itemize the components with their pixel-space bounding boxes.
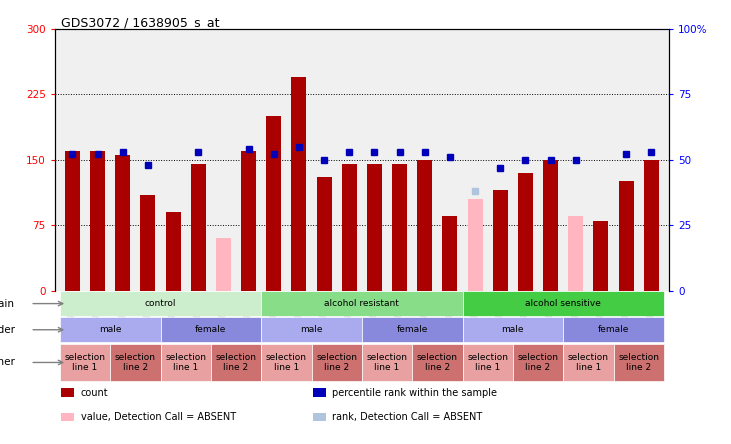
Text: percentile rank within the sample: percentile rank within the sample	[333, 388, 497, 398]
Text: gender: gender	[0, 325, 15, 335]
Bar	[392, 164, 407, 290]
Bar	[412, 344, 463, 381]
Bar	[613, 344, 664, 381]
Bar	[266, 116, 281, 290]
Text: selection
line 1: selection line 1	[366, 353, 407, 372]
Bar	[115, 155, 130, 290]
Text: selection
line 1: selection line 1	[64, 353, 105, 372]
Bar	[161, 344, 211, 381]
Bar	[362, 344, 412, 381]
Bar	[563, 317, 664, 342]
Bar	[191, 164, 206, 290]
Text: selection
line 2: selection line 2	[115, 353, 156, 372]
Text: count: count	[80, 388, 108, 398]
Bar	[65, 151, 80, 290]
Bar	[493, 190, 508, 290]
Text: selection
line 2: selection line 2	[216, 353, 257, 372]
Text: selection
line 2: selection line 2	[417, 353, 458, 372]
Bar	[513, 344, 563, 381]
Text: selection
line 2: selection line 2	[317, 353, 357, 372]
Bar	[362, 317, 463, 342]
Bar	[317, 177, 332, 290]
Text: strain: strain	[0, 299, 15, 309]
Bar	[60, 317, 161, 342]
Bar	[367, 164, 382, 290]
Bar	[165, 212, 181, 290]
Text: male: male	[501, 325, 524, 334]
Bar	[211, 344, 261, 381]
Text: other: other	[0, 357, 15, 368]
Text: selection
line 1: selection line 1	[165, 353, 206, 372]
Text: alcohol sensitive: alcohol sensitive	[526, 299, 601, 308]
Text: GDS3072 / 1638905_s_at: GDS3072 / 1638905_s_at	[61, 16, 219, 29]
Text: selection
line 2: selection line 2	[618, 353, 659, 372]
Bar	[311, 344, 362, 381]
Bar	[313, 388, 326, 397]
Bar	[568, 216, 583, 290]
Text: selection
line 1: selection line 1	[467, 353, 508, 372]
Bar	[313, 413, 326, 421]
Text: female: female	[195, 325, 227, 334]
Bar	[463, 344, 513, 381]
Bar	[60, 291, 261, 316]
Bar	[618, 182, 634, 290]
Bar	[463, 291, 664, 316]
Text: selection
line 1: selection line 1	[568, 353, 609, 372]
Bar	[90, 151, 105, 290]
Text: female: female	[396, 325, 428, 334]
Bar	[140, 194, 156, 290]
Text: control: control	[145, 299, 176, 308]
Bar	[594, 221, 608, 290]
Bar	[216, 238, 231, 290]
Bar	[463, 317, 563, 342]
Bar	[61, 388, 75, 397]
Bar	[261, 344, 311, 381]
Text: value, Detection Call = ABSENT: value, Detection Call = ABSENT	[80, 412, 235, 422]
Bar	[543, 160, 558, 290]
Bar	[161, 317, 261, 342]
Text: female: female	[598, 325, 629, 334]
Bar	[61, 413, 75, 421]
Text: selection
line 2: selection line 2	[518, 353, 558, 372]
Bar	[468, 199, 482, 290]
Text: rank, Detection Call = ABSENT: rank, Detection Call = ABSENT	[333, 412, 482, 422]
Text: male: male	[99, 325, 121, 334]
Bar	[241, 151, 256, 290]
Bar	[563, 344, 613, 381]
Bar	[518, 173, 533, 290]
Bar	[110, 344, 161, 381]
Bar	[261, 291, 463, 316]
Bar	[417, 160, 432, 290]
Bar	[644, 160, 659, 290]
Bar	[261, 317, 362, 342]
Bar	[60, 344, 110, 381]
Text: alcohol resistant: alcohol resistant	[325, 299, 399, 308]
Bar	[442, 216, 458, 290]
Text: selection
line 1: selection line 1	[266, 353, 307, 372]
Bar	[341, 164, 357, 290]
Text: male: male	[300, 325, 323, 334]
Bar	[292, 77, 306, 290]
